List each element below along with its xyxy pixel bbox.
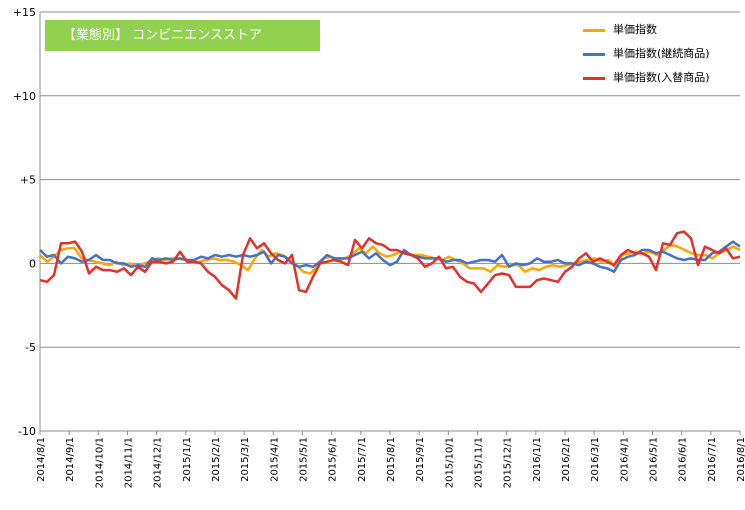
x-tick-label: 2016/8/1 (736, 437, 745, 482)
x-tick-label: 2015/8/1 (386, 437, 397, 482)
legend-label-continuing-items: 単価指数(継続商品) (613, 47, 710, 60)
x-tick-label: 2015/7/1 (357, 437, 368, 482)
x-tick-label: 2014/9/1 (65, 437, 76, 482)
series-line-1 (39, 240, 741, 274)
x-tick-label: 2015/10/1 (444, 437, 455, 488)
x-tick-label: 2014/12/1 (153, 437, 164, 488)
x-tick-label: 2014/11/1 (124, 437, 135, 488)
x-tick-label: 2015/9/1 (415, 437, 426, 482)
chart-title: 【業態別】 コンビニエンスストア (45, 20, 320, 51)
x-tick-label: 2016/7/1 (707, 437, 718, 482)
legend-label-price-index: 単価指数 (613, 23, 657, 36)
legend: 単価指数 単価指数(継続商品) 単価指数(入替商品) (571, 15, 731, 95)
x-tick-label: 2016/4/1 (619, 437, 630, 482)
x-tick-label: 2014/8/1 (36, 437, 47, 482)
legend-swatch-price-index (583, 29, 605, 32)
x-tick-label: 2015/2/1 (211, 437, 222, 482)
x-tick-label: 2015/3/1 (240, 437, 251, 482)
x-tick-label: 2016/3/1 (590, 437, 601, 482)
legend-swatch-continuing-items (583, 53, 605, 56)
x-tick-label: 2015/1/1 (182, 437, 193, 482)
y-tick-label: -5 (25, 341, 36, 354)
x-tick-label: 2015/12/1 (503, 437, 514, 488)
x-tick-label: 2016/1/1 (532, 437, 543, 482)
x-tick-label: 2015/5/1 (299, 437, 310, 482)
x-tick-label: 2016/2/1 (561, 437, 572, 482)
y-tick-label: -10 (18, 425, 36, 438)
x-tick-label: 2014/10/1 (94, 437, 105, 488)
x-tick-label: 2015/6/1 (328, 437, 339, 482)
x-tick-label: 2015/4/1 (269, 437, 280, 482)
y-tick-label: +15 (13, 6, 36, 19)
legend-label-replaced-items: 単価指数(入替商品) (613, 71, 710, 84)
x-tick-label: 2016/6/1 (678, 437, 689, 482)
y-tick-label: 0 (29, 257, 36, 270)
legend-swatch-replaced-items (583, 77, 605, 80)
series-lines (39, 230, 741, 300)
y-tick-label: +5 (20, 174, 36, 187)
series-line-2 (39, 230, 741, 300)
x-tick-label: 2015/11/1 (474, 437, 485, 488)
x-tick-label: 2016/5/1 (649, 437, 660, 482)
y-axis-ticks: +15 +10 +5 0 -5 -10 (13, 6, 36, 438)
x-axis-ticks: 2014/8/1 2014/9/1 2014/10/1 2014/11/1 2014/1… (36, 431, 745, 488)
y-tick-label: +10 (13, 90, 36, 103)
